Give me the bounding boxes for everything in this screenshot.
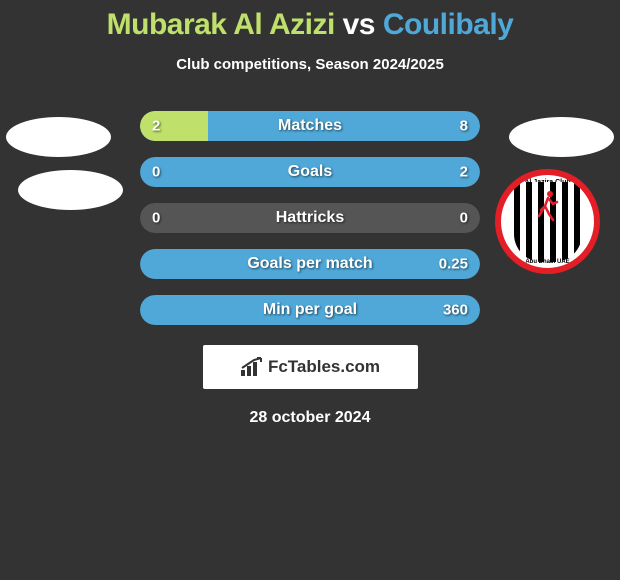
- infographic-container: Mubarak Al Azizi vs Coulibaly Club compe…: [0, 0, 620, 427]
- stats-bars: 28Matches 02Goals 00Hattricks 0.25Goals per…: [140, 111, 480, 325]
- player2-club-badge: Al Jazira Club Abu Dhabi UAE: [495, 169, 600, 274]
- stat-label: Goals: [140, 163, 480, 181]
- subtitle: Club competitions, Season 2024/2025: [0, 56, 620, 73]
- brand-badge[interactable]: FcTables.com: [203, 345, 418, 389]
- player2-avatar: [509, 117, 614, 157]
- player1-club-avatar: [18, 170, 123, 210]
- club-city-bot: Abu Dhabi UAE: [525, 259, 569, 265]
- stat-row: 02Goals: [140, 157, 480, 187]
- player2-name: Coulibaly: [383, 8, 514, 41]
- stat-row: 00Hattricks: [140, 203, 480, 233]
- player1-avatar: [6, 117, 111, 157]
- stat-row: 0.25Goals per match: [140, 249, 480, 279]
- stat-label: Min per goal: [140, 301, 480, 319]
- club-shield: [514, 182, 582, 262]
- chart-icon: [240, 357, 264, 377]
- stat-label: Matches: [140, 117, 480, 135]
- runner-icon: [535, 190, 561, 224]
- page-title: Mubarak Al Azizi vs Coulibaly: [0, 8, 620, 42]
- stat-label: Hattricks: [140, 209, 480, 227]
- vs-text: vs: [343, 8, 375, 41]
- stat-label: Goals per match: [140, 255, 480, 273]
- date-text: 28 october 2024: [0, 409, 620, 427]
- brand-text: FcTables.com: [268, 357, 380, 377]
- stat-row: 360Min per goal: [140, 295, 480, 325]
- player1-name: Mubarak Al Azizi: [107, 8, 335, 41]
- stat-row: 28Matches: [140, 111, 480, 141]
